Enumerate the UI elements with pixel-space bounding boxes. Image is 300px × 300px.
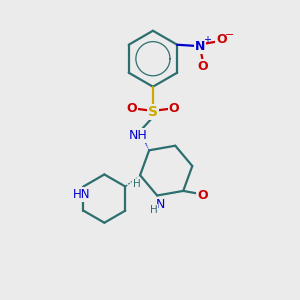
Text: O: O [216, 33, 226, 46]
Text: O: O [197, 189, 208, 202]
Text: −: − [225, 30, 234, 40]
Text: HN: HN [73, 188, 91, 201]
Text: O: O [169, 102, 179, 115]
Text: H: H [150, 205, 158, 214]
Text: O: O [126, 102, 137, 115]
Text: S: S [148, 105, 158, 119]
Text: H: H [133, 179, 140, 189]
Text: +: + [202, 35, 211, 45]
Text: O: O [198, 60, 208, 73]
Text: N: N [155, 198, 165, 211]
Text: N: N [195, 40, 205, 53]
Text: NH: NH [129, 129, 148, 142]
